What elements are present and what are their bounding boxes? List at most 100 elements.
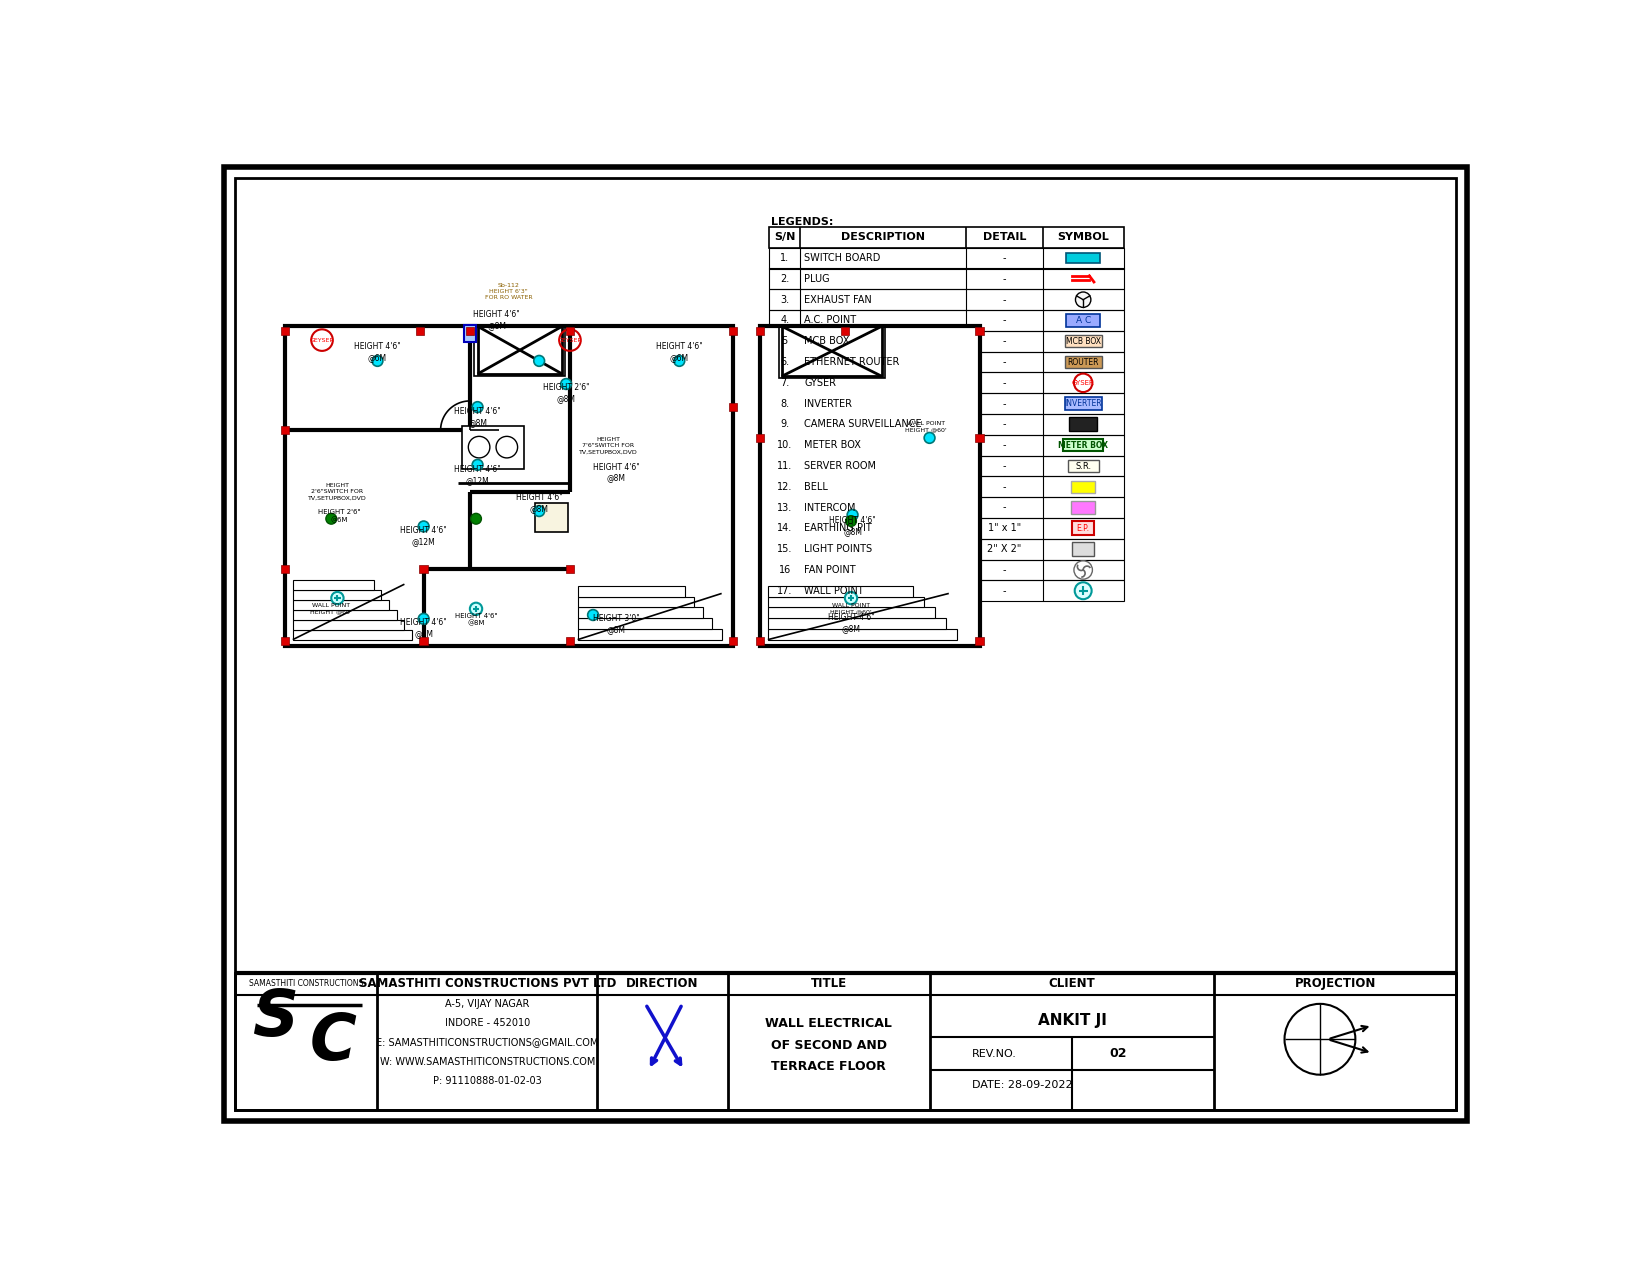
- Text: METER BOX: METER BOX: [804, 440, 861, 450]
- Bar: [1071, 501, 1096, 514]
- Bar: [756, 326, 764, 335]
- Text: SAMASTHITI CONSTRUCTIONS: SAMASTHITI CONSTRUCTIONS: [249, 979, 363, 988]
- Text: -: -: [1003, 295, 1006, 305]
- Text: 10.: 10.: [777, 440, 792, 450]
- Text: 4.: 4.: [780, 315, 789, 325]
- Text: -: -: [1003, 565, 1006, 575]
- Text: INVERTER: INVERTER: [1064, 399, 1102, 408]
- Text: 02: 02: [1109, 1047, 1127, 1061]
- Text: TITLE: TITLE: [810, 978, 846, 991]
- Circle shape: [470, 514, 482, 524]
- Text: 8.: 8.: [780, 399, 789, 408]
- Bar: [464, 325, 477, 342]
- Bar: [769, 227, 1124, 247]
- Bar: [769, 539, 1124, 560]
- Bar: [769, 580, 1124, 601]
- Text: -: -: [1003, 440, 1006, 450]
- Text: E.P.: E.P.: [1077, 524, 1089, 533]
- Text: WALL POINT
HEIGHT @60': WALL POINT HEIGHT @60': [830, 603, 871, 615]
- Bar: [1064, 398, 1102, 409]
- Circle shape: [332, 592, 343, 604]
- Text: DATE: 28-09-2022: DATE: 28-09-2022: [972, 1080, 1072, 1090]
- Text: 2" X 2": 2" X 2": [987, 544, 1021, 555]
- Text: 1" x 1": 1" x 1": [988, 523, 1021, 533]
- Text: A.C. POINT: A.C. POINT: [804, 315, 856, 325]
- Text: S.R.: S.R.: [1076, 462, 1091, 470]
- Text: E: SAMASTHITICONSTRUCTIONS@GMAIL.COM: E: SAMASTHITICONSTRUCTIONS@GMAIL.COM: [376, 1038, 599, 1047]
- Circle shape: [327, 514, 337, 524]
- Text: -: -: [1003, 399, 1006, 408]
- Bar: [280, 565, 289, 572]
- Bar: [292, 599, 389, 609]
- Bar: [767, 597, 924, 607]
- Text: OF SECOND AND: OF SECOND AND: [771, 1039, 886, 1052]
- Bar: [769, 332, 1124, 352]
- Text: GEYSER: GEYSER: [310, 338, 335, 343]
- Text: -: -: [1003, 274, 1006, 284]
- Bar: [1064, 335, 1102, 347]
- Text: HEIGHT 4'6"
@8M: HEIGHT 4'6" @8M: [592, 463, 640, 483]
- Text: CLIENT: CLIENT: [1049, 978, 1096, 991]
- Bar: [769, 289, 1124, 310]
- Text: 13.: 13.: [777, 502, 792, 513]
- Text: HEIGHT 4'6"
@8M: HEIGHT 4'6" @8M: [401, 618, 447, 639]
- Text: WALL POINT
HEIGHT @60': WALL POINT HEIGHT @60': [310, 603, 351, 615]
- Text: DETAIL: DETAIL: [982, 232, 1026, 242]
- Text: -: -: [1003, 585, 1006, 595]
- Text: HEIGHT 4'6"
@12M: HEIGHT 4'6" @12M: [401, 525, 447, 546]
- Text: P: 91110888-01-02-03: P: 91110888-01-02-03: [432, 1076, 541, 1086]
- Bar: [1066, 315, 1101, 326]
- Bar: [1064, 356, 1102, 368]
- Bar: [769, 352, 1124, 372]
- Bar: [769, 497, 1124, 518]
- Text: REV.NO.: REV.NO.: [972, 1049, 1016, 1060]
- Text: LIGHT POINTS: LIGHT POINTS: [804, 544, 873, 555]
- Text: WALL ELECTRICAL: WALL ELECTRICAL: [766, 1017, 893, 1030]
- Bar: [769, 477, 1124, 497]
- Bar: [769, 310, 1124, 332]
- Bar: [769, 560, 1124, 580]
- Text: CAMERA SURVEILLANCE: CAMERA SURVEILLANCE: [804, 419, 922, 430]
- Text: C: C: [310, 1011, 356, 1074]
- Circle shape: [1076, 292, 1091, 307]
- Text: HEIGHT 3'0"
@8M: HEIGHT 3'0" @8M: [592, 615, 640, 634]
- Text: INDORE - 452010: INDORE - 452010: [444, 1019, 530, 1028]
- Bar: [535, 502, 568, 532]
- Text: DESCRIPTION: DESCRIPTION: [842, 232, 926, 242]
- Bar: [1066, 252, 1101, 264]
- Bar: [756, 638, 764, 645]
- Text: TERRACE FLOOR: TERRACE FLOOR: [771, 1061, 886, 1074]
- Bar: [761, 326, 980, 646]
- Circle shape: [1074, 583, 1092, 599]
- Bar: [292, 630, 412, 640]
- Circle shape: [846, 510, 858, 520]
- Text: HEIGHT 4'6"
@8M: HEIGHT 4'6" @8M: [474, 310, 520, 330]
- Text: LEGENDS:: LEGENDS:: [771, 217, 833, 227]
- Text: METER BOX: METER BOX: [1058, 441, 1109, 450]
- Bar: [1068, 460, 1099, 472]
- Bar: [419, 638, 427, 645]
- Bar: [769, 372, 1124, 393]
- Text: -: -: [1003, 502, 1006, 513]
- Circle shape: [587, 609, 599, 621]
- Bar: [234, 973, 1457, 1111]
- Bar: [1063, 439, 1104, 451]
- Text: HEIGHT
2'6"SWITCH FOR
TV,SETUPBOX,DVD: HEIGHT 2'6"SWITCH FOR TV,SETUPBOX,DVD: [309, 483, 366, 501]
- Text: HEIGHT 4'6"
@8M: HEIGHT 4'6" @8M: [454, 407, 502, 427]
- Text: MCB BOX: MCB BOX: [1066, 337, 1101, 346]
- Text: 6.: 6.: [780, 357, 789, 367]
- Text: EARTHING PIT: EARTHING PIT: [804, 523, 871, 533]
- Circle shape: [673, 356, 685, 366]
- Bar: [769, 455, 1124, 477]
- Bar: [767, 607, 936, 618]
- Bar: [769, 393, 1124, 414]
- Text: -: -: [1003, 419, 1006, 430]
- Text: SERVER ROOM: SERVER ROOM: [804, 462, 876, 470]
- Text: HEIGHT 4'6"
@6M: HEIGHT 4'6" @6M: [657, 342, 703, 362]
- Text: HEIGHT 4'6"
@6M: HEIGHT 4'6" @6M: [355, 342, 401, 362]
- Text: INTERCOM: INTERCOM: [804, 502, 856, 513]
- Text: 3.: 3.: [780, 295, 789, 305]
- Bar: [975, 434, 983, 442]
- Text: SYMBOL: SYMBOL: [1058, 232, 1109, 242]
- Bar: [578, 585, 685, 597]
